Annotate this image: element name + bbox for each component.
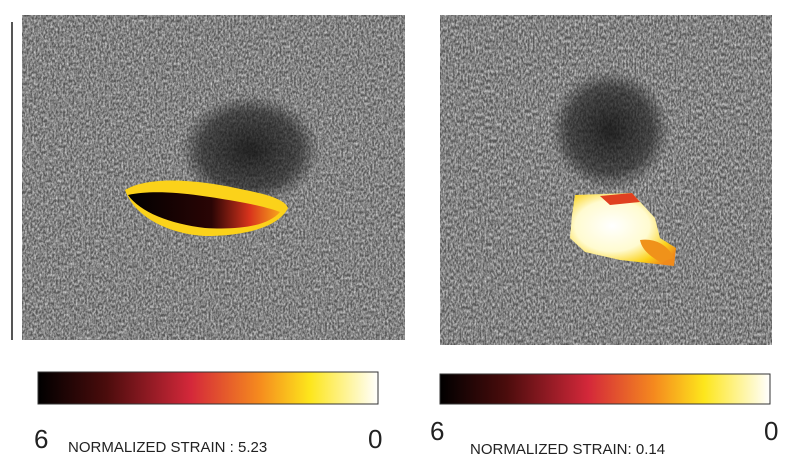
caption: NORMALIZED STRAIN: 0.14 (470, 441, 665, 458)
ultrasound-image (440, 15, 772, 345)
caption: NORMALIZED STRAIN : 5.23 (68, 439, 267, 456)
scale-min-label: 6 (34, 424, 48, 454)
scale-max-label: 0 (764, 416, 778, 446)
ultrasound-image (22, 15, 405, 340)
colorbar (439, 373, 771, 405)
scale-max-label: 0 (368, 424, 382, 454)
colorbar (37, 371, 379, 405)
scale-min-label: 6 (430, 416, 444, 446)
